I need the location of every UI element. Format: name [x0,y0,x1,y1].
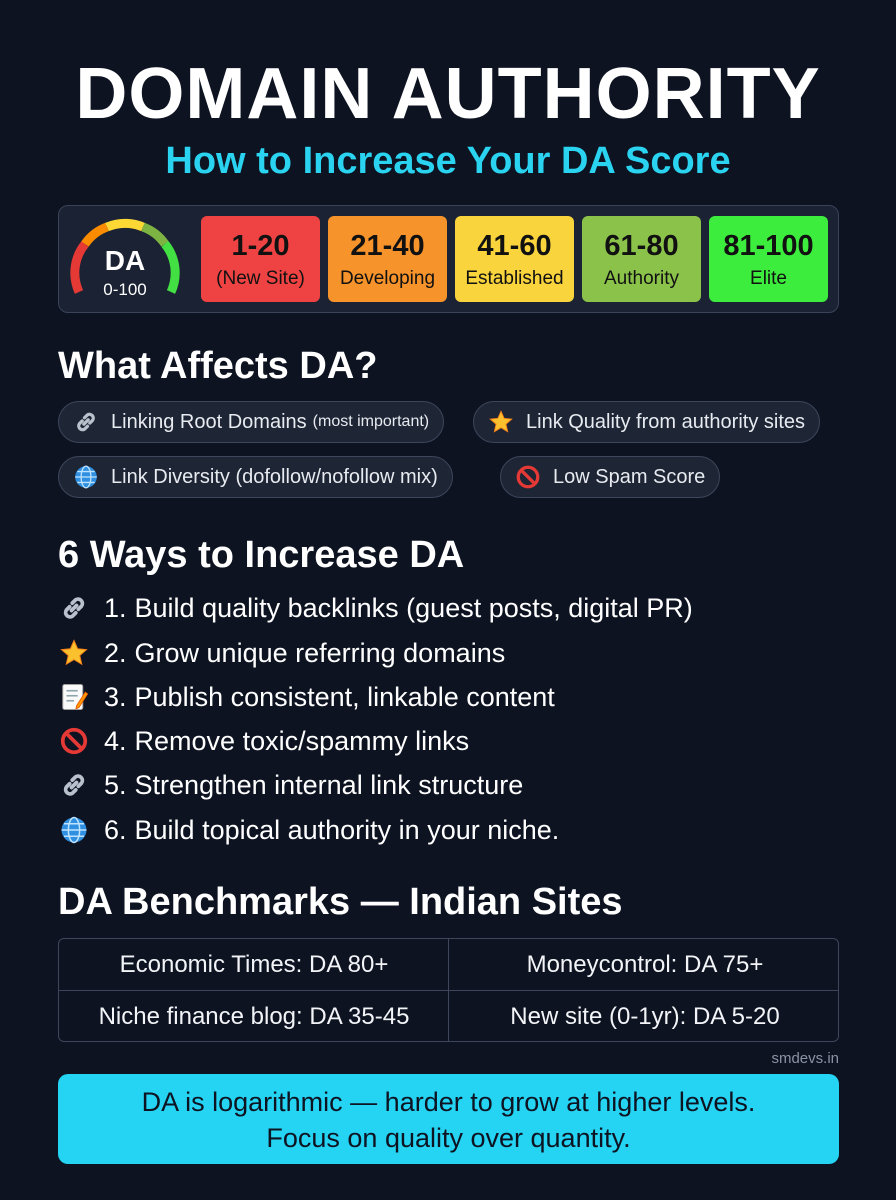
credit-text: smdevs.in [771,1050,839,1067]
star-icon [488,409,514,435]
way-number: 6. [104,814,127,845]
way-text: Grow unique referring domains [134,637,506,668]
tier-label: Developing [339,268,436,289]
way-text: Strengthen internal link structure [134,769,524,800]
benchmarks-table: Economic Times: DA 80+ Moneycontrol: DA … [58,938,839,1042]
tier-range: 61-80 [604,230,679,262]
way-number: 3. [104,681,127,712]
tier-established: 41-60 Established [455,216,574,302]
factor-text: Linking Root Domains [111,410,307,433]
factor-text: Low Spam Score [553,465,706,488]
way-number: 2. [104,637,127,668]
way-number: 5. [104,769,127,800]
da-scale-panel: DA 0-100 1-20 (New Site) 21-40 Developin… [58,205,839,313]
memo-icon [58,681,90,713]
benchmarks-heading: DA Benchmarks — Indian Sites [58,881,623,923]
callout-line: Focus on quality over quantity. [266,1123,631,1153]
way-number: 1. [104,592,127,623]
affects-heading: What Affects DA? [58,345,378,387]
way-item: 5. Strengthen internal link structure [58,765,523,805]
gauge-icon [70,218,180,294]
tier-label: Established [465,268,564,289]
prohibited-icon [515,464,541,490]
globe-icon [73,464,99,490]
gauge-range: 0-100 [103,280,147,299]
gauge-label: DA [104,245,146,276]
way-item: 2. Grow unique referring domains [58,633,505,673]
factor-chip-linking-root-domains: Linking Root Domains (most important) [58,401,445,443]
way-text: Remove toxic/spammy links [134,725,470,756]
globe-icon [58,814,90,846]
factor-chip-link-diversity: Link Diversity (dofollow/nofollow mix) [58,456,453,498]
factor-chip-link-quality: Link Quality from authority sites [473,401,820,443]
tier-range: 21-40 [350,230,425,262]
factor-chip-low-spam-score: Low Spam Score [500,456,721,498]
way-item: 3. Publish consistent, linkable content [58,677,555,717]
page-subtitle: How to Increase Your DA Score [165,140,731,182]
tier-developing: 21-40 Developing [328,216,447,302]
tier-new-site: 1-20 (New Site) [201,216,320,302]
tier-elite: 81-100 Elite [709,216,828,302]
way-number: 4. [104,725,127,756]
tier-label: Authority [604,268,679,289]
link-icon [58,769,90,801]
callout-line: DA is logarithmic — harder to grow at hi… [141,1087,756,1117]
benchmark-cell: Niche finance blog: DA 35-45 [98,1003,410,1030]
benchmark-cell: Economic Times: DA 80+ [119,951,389,978]
way-text: Build quality backlinks (guest posts, di… [134,592,693,623]
way-text: Publish consistent, linkable content [134,681,555,712]
tier-range: 1-20 [231,230,290,262]
way-item: 6. Build topical authority in your niche… [58,810,559,850]
ways-heading: 6 Ways to Increase DA [58,534,465,576]
callout-banner: DA is logarithmic — harder to grow at hi… [58,1074,839,1164]
tier-label: Elite [750,268,787,289]
way-item: 1. Build quality backlinks (guest posts,… [58,588,693,628]
tier-range: 41-60 [477,230,552,262]
table-divider [59,990,838,991]
da-gauge: DA 0-100 [69,214,181,306]
prohibited-icon [58,725,90,757]
way-text: Build topical authority in your niche. [134,814,560,845]
tier-range: 81-100 [723,230,814,262]
benchmark-cell: New site (0-1yr): DA 5-20 [510,1003,780,1030]
factor-note: (most important) [312,413,430,430]
tier-label: (New Site) [216,268,305,289]
factor-text: Link Quality from authority sites [526,410,805,433]
page-title: DOMAIN AUTHORITY [75,54,821,134]
tier-authority: 61-80 Authority [582,216,701,302]
factor-text: Link Diversity (dofollow/nofollow mix) [111,465,438,488]
benchmark-cell: Moneycontrol: DA 75+ [526,951,764,978]
star-icon [58,637,90,669]
link-icon [58,592,90,624]
way-item: 4. Remove toxic/spammy links [58,721,469,761]
link-icon [73,409,99,435]
